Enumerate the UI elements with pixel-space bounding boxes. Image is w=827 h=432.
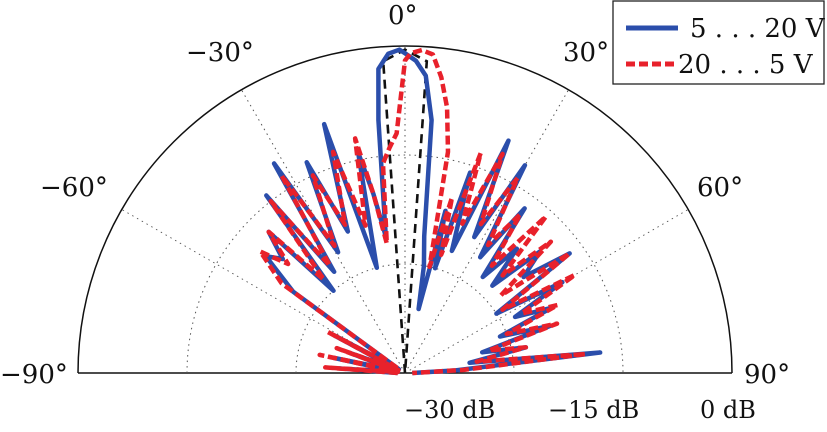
reference-beam-line [381, 48, 429, 374]
legend-box [612, 0, 825, 85]
angle-label-m60: −60° [40, 173, 108, 203]
radial-label-0: 0 dB [700, 396, 756, 424]
angle-label-m30: −30° [186, 38, 254, 68]
radial-grid-arc [295, 263, 515, 374]
radial-label-minus30: −30 dB [404, 396, 495, 424]
series-layer [258, 47, 603, 376]
angle-label-p60: 60° [697, 173, 743, 203]
outer-arc [77, 45, 733, 374]
angle-label-0: 0° [388, 1, 418, 31]
angle-label-m90: −90° [0, 360, 68, 390]
radial-label-minus15: −15 dB [548, 396, 639, 424]
grid-layer [77, 45, 733, 374]
radial-grid-arc [186, 154, 624, 374]
angle-label-p90: 90° [744, 360, 790, 390]
series-line-5-to-20v [263, 47, 603, 376]
angle-label-p30: 30° [563, 38, 609, 68]
series-line-20-to-5v [258, 47, 588, 376]
legend: 5 . . . 20 V 20 . . . 5 V [612, 0, 826, 85]
reference-beam-layer [381, 48, 429, 374]
legend-label-series-1: 5 . . . 20 V [690, 14, 826, 44]
legend-label-series-2: 20 . . . 5 V [678, 50, 814, 80]
